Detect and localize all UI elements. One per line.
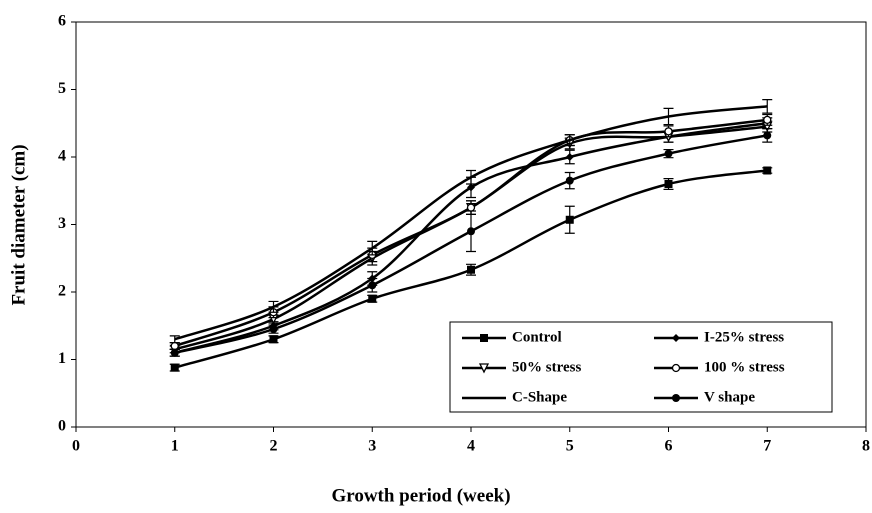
- marker: [368, 281, 377, 290]
- error-bar: [466, 169, 476, 185]
- x-tick-label: 4: [467, 438, 475, 455]
- y-tick-label: 1: [58, 350, 66, 367]
- marker: [467, 183, 475, 192]
- marker: [170, 348, 179, 357]
- legend-label: I-25% stress: [704, 329, 784, 345]
- marker: [672, 334, 680, 342]
- x-axis-title: Growth period (week): [331, 485, 510, 506]
- marker: [763, 166, 772, 175]
- x-tick-label: 7: [763, 438, 771, 455]
- legend-label: C-Shape: [512, 389, 567, 405]
- marker: [269, 325, 278, 334]
- marker: [467, 227, 475, 236]
- error-bar: [663, 107, 674, 126]
- marker: [664, 180, 673, 188]
- marker: [672, 394, 680, 402]
- legend-label: Control: [512, 329, 562, 345]
- error-bar: [367, 240, 378, 256]
- error-bar: [268, 300, 279, 313]
- marker: [269, 335, 278, 344]
- marker: [763, 131, 772, 140]
- marker: [170, 363, 179, 372]
- error-bar: [564, 134, 575, 147]
- marker: [763, 115, 772, 125]
- x-tick-label: 3: [368, 438, 376, 455]
- x-tick-label: 0: [72, 438, 80, 455]
- error-bar: [762, 99, 773, 114]
- y-axis-title: Fruit diameter (cm): [8, 144, 29, 305]
- marker: [466, 203, 476, 212]
- x-tick-label: 2: [270, 438, 278, 455]
- x-tick-label: 5: [566, 438, 574, 455]
- x-tick-label: 8: [862, 438, 870, 455]
- marker: [565, 153, 574, 161]
- y-tick-label: 4: [58, 148, 66, 165]
- marker: [467, 265, 475, 274]
- marker: [664, 149, 673, 158]
- y-tick-label: 3: [58, 215, 66, 232]
- x-tick-label: 1: [171, 438, 179, 455]
- y-tick-label: 0: [58, 418, 66, 435]
- legend: [449, 321, 833, 413]
- y-tick-label: 6: [58, 13, 66, 30]
- marker: [170, 341, 179, 351]
- y-tick-label: 5: [58, 80, 66, 97]
- marker: [664, 127, 673, 136]
- legend-label: V shape: [704, 389, 755, 405]
- error-bar: [169, 335, 180, 344]
- x-tick-label: 6: [665, 438, 673, 455]
- y-tick-label: 2: [58, 283, 66, 300]
- marker: [368, 294, 377, 303]
- legend-label: 100 % stress: [704, 359, 785, 375]
- marker: [565, 176, 574, 185]
- legend-label: 50% stress: [512, 359, 581, 375]
- marker: [478, 363, 490, 374]
- marker: [480, 334, 488, 342]
- marker: [671, 363, 681, 373]
- marker: [565, 215, 574, 224]
